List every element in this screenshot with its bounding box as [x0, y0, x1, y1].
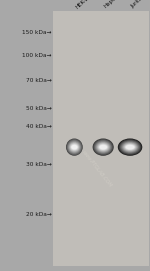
Ellipse shape [99, 145, 107, 149]
Ellipse shape [122, 142, 138, 152]
Ellipse shape [68, 141, 80, 153]
Text: 100 kDa→: 100 kDa→ [22, 53, 52, 58]
Ellipse shape [94, 140, 112, 154]
Ellipse shape [98, 143, 109, 151]
Ellipse shape [69, 143, 79, 152]
Ellipse shape [126, 145, 134, 149]
Ellipse shape [93, 138, 114, 156]
Ellipse shape [123, 143, 137, 152]
Ellipse shape [121, 141, 139, 153]
Bar [53, 11, 149, 266]
Text: Jurkat: Jurkat [130, 0, 145, 9]
Ellipse shape [66, 139, 82, 155]
Text: HEK-293: HEK-293 [74, 0, 95, 9]
Text: 50 kDa→: 50 kDa→ [26, 107, 52, 111]
Ellipse shape [120, 140, 140, 154]
Ellipse shape [98, 144, 108, 151]
Ellipse shape [71, 144, 78, 150]
Ellipse shape [71, 145, 77, 149]
Ellipse shape [67, 140, 82, 155]
Ellipse shape [99, 144, 108, 150]
Text: 40 kDa→: 40 kDa→ [26, 124, 52, 129]
Ellipse shape [93, 139, 113, 155]
Ellipse shape [121, 141, 140, 153]
Text: HepG2: HepG2 [103, 0, 120, 9]
Text: 150 kDa→: 150 kDa→ [22, 30, 52, 35]
Ellipse shape [123, 143, 137, 151]
Ellipse shape [119, 140, 141, 155]
Ellipse shape [69, 142, 80, 152]
Ellipse shape [95, 141, 111, 153]
Ellipse shape [70, 143, 79, 151]
Ellipse shape [68, 140, 81, 154]
Ellipse shape [125, 144, 135, 150]
Ellipse shape [124, 144, 136, 151]
Ellipse shape [96, 141, 111, 153]
Ellipse shape [118, 139, 142, 155]
Ellipse shape [70, 144, 78, 151]
Text: 30 kDa→: 30 kDa→ [26, 162, 52, 167]
Text: www.PTGLAB.COM: www.PTGLAB.COM [80, 149, 112, 188]
Ellipse shape [66, 138, 83, 156]
Ellipse shape [68, 141, 81, 153]
Ellipse shape [97, 143, 109, 152]
Ellipse shape [118, 138, 142, 156]
Text: 20 kDa→: 20 kDa→ [26, 212, 52, 217]
Ellipse shape [96, 142, 110, 152]
Ellipse shape [94, 140, 112, 155]
Text: 70 kDa→: 70 kDa→ [26, 78, 52, 83]
